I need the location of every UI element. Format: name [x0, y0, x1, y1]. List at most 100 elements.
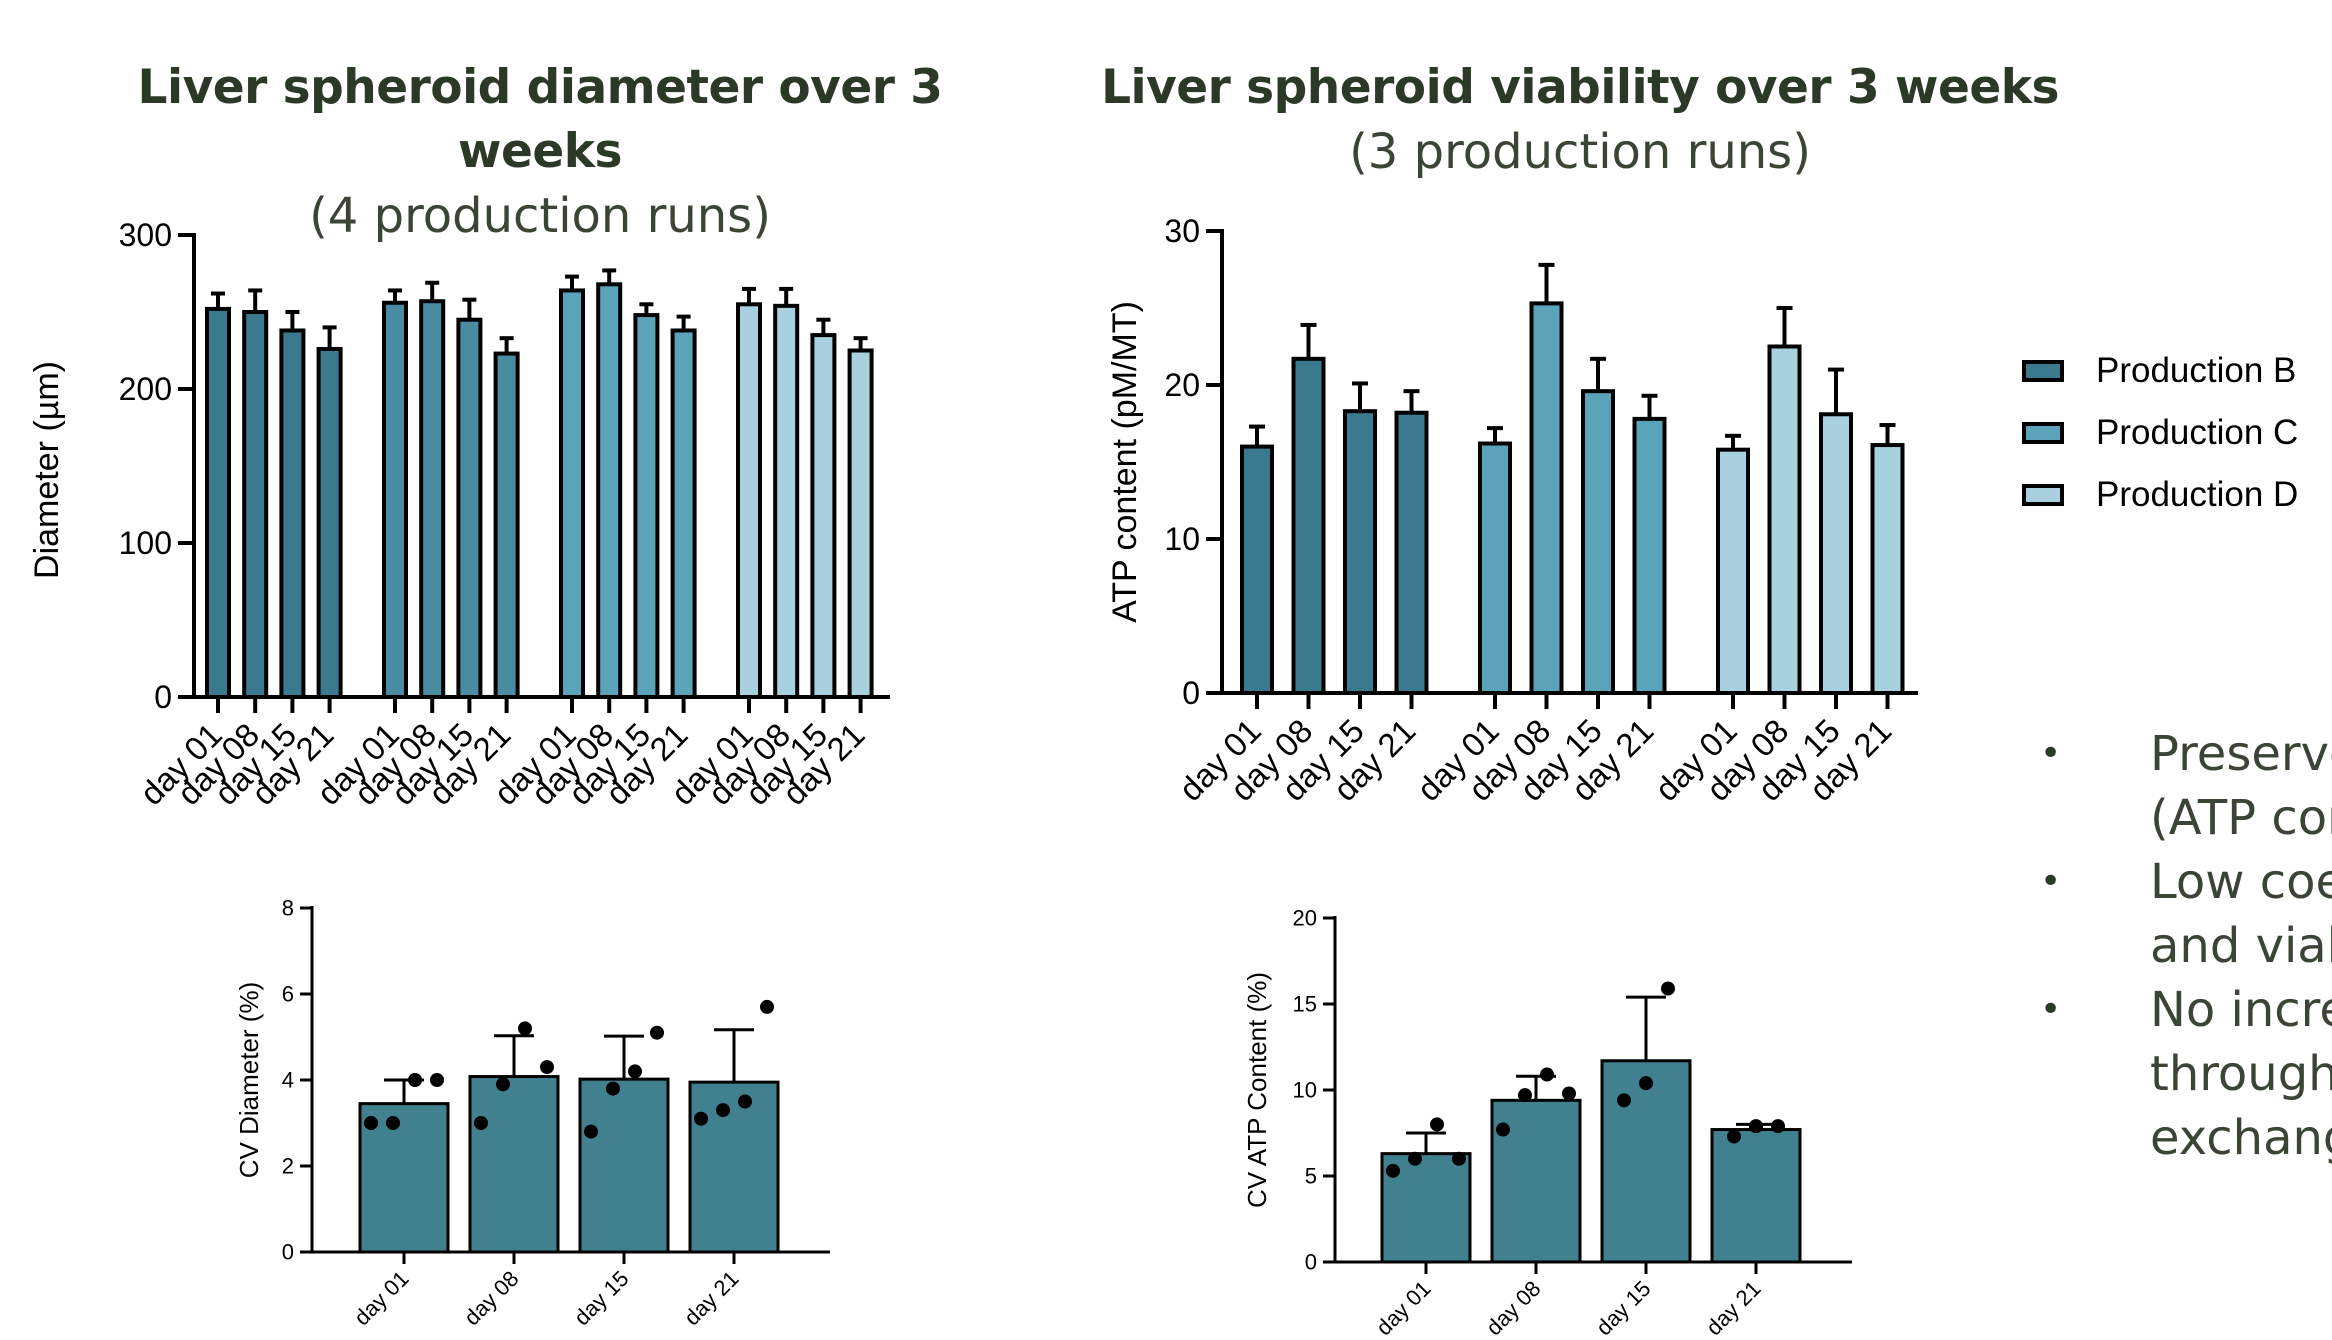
bar	[773, 303, 800, 699]
data-point	[1386, 1163, 1400, 1178]
data-point	[1727, 1129, 1741, 1144]
data-point	[474, 1116, 488, 1130]
legend-item-production-c: Production C	[2022, 402, 2298, 464]
bar	[1478, 441, 1512, 695]
bar	[1710, 1128, 1802, 1264]
bullet-line: No increa	[2150, 982, 2332, 1038]
data-point	[1562, 1086, 1576, 1101]
bar	[736, 302, 762, 699]
data-point	[1540, 1067, 1554, 1082]
bullet-line: exchange	[2150, 1110, 2332, 1166]
bar	[1343, 409, 1377, 695]
y-tick-label: 4	[282, 1068, 294, 1093]
x-tick-label: day 01	[1371, 1276, 1435, 1340]
data-point	[540, 1060, 554, 1075]
bar	[1600, 1059, 1692, 1264]
data-point	[408, 1073, 422, 1087]
data-point	[1749, 1119, 1763, 1134]
diameter-ylabel: Diameter (µm)	[28, 361, 66, 579]
y-tick-label: 100	[119, 525, 172, 561]
data-point	[584, 1124, 598, 1139]
data-point	[1639, 1076, 1653, 1091]
legend-swatch-production-c	[2022, 422, 2064, 444]
bar	[493, 351, 520, 699]
data-point	[606, 1081, 620, 1096]
viability-title-sub: (3 production runs)	[1349, 124, 1811, 180]
bar	[670, 328, 697, 699]
legend: Production B Production C Production D	[2022, 340, 2298, 526]
bar	[688, 1080, 780, 1254]
bar	[242, 310, 269, 699]
data-point	[650, 1025, 664, 1040]
x-tick-label: day 21	[679, 1266, 743, 1330]
data-point	[518, 1021, 532, 1036]
bullet-dot: •	[2040, 861, 2062, 902]
x-tick-label: day 15	[569, 1266, 633, 1330]
y-tick-label: 0	[154, 679, 172, 715]
bar	[468, 1075, 560, 1254]
viability-chart-title: Liver spheroid viability over 3 weeks (3…	[1100, 56, 2060, 184]
y-tick-label: 300	[119, 217, 172, 253]
legend-item-production-d: Production D	[2022, 464, 2298, 526]
bar	[1819, 412, 1853, 695]
bar	[810, 333, 837, 699]
y-tick-label: 10	[1164, 521, 1200, 557]
bullet-item: • Low coef and viabi	[2030, 850, 2332, 978]
data-point	[1771, 1119, 1785, 1134]
data-point	[716, 1103, 730, 1118]
bar	[559, 288, 585, 699]
y-tick-label: 8	[282, 896, 294, 921]
data-point	[1617, 1093, 1631, 1108]
data-point	[1408, 1151, 1422, 1166]
data-point	[386, 1116, 400, 1130]
data-point	[364, 1116, 378, 1130]
y-tick-label: 10	[1293, 1078, 1317, 1103]
bar	[1394, 410, 1429, 695]
viability-title-main: Liver spheroid viability over 3 weeks	[1101, 60, 2059, 115]
bullet-item: • Preserve (ATP con	[2030, 722, 2332, 850]
data-point	[694, 1111, 708, 1126]
data-point	[496, 1077, 510, 1092]
x-tick-label: day 21	[1701, 1276, 1765, 1340]
data-point	[430, 1073, 444, 1087]
bar	[419, 299, 446, 699]
legend-label: Production C	[2096, 413, 2299, 452]
bar	[1716, 447, 1750, 695]
bar	[596, 282, 623, 699]
bar	[316, 346, 343, 699]
bullet-line: and viabi	[2150, 918, 2332, 974]
bar	[1767, 344, 1802, 695]
diameter-title-sub: (4 production runs)	[309, 188, 771, 244]
bullet-line: Preserve	[2150, 726, 2332, 782]
x-tick-label: day 15	[1591, 1276, 1655, 1340]
data-point	[628, 1064, 642, 1079]
y-tick-label: 30	[1164, 213, 1200, 249]
bullet-line: Low coef	[2150, 854, 2332, 910]
bar	[847, 348, 874, 699]
x-tick-label: day 08	[1481, 1276, 1545, 1340]
legend-item-production-b: Production B	[2022, 340, 2298, 402]
bar	[456, 317, 483, 699]
legend-label: Production D	[2096, 475, 2299, 514]
bar	[205, 306, 231, 699]
y-tick-label: 20	[1293, 906, 1317, 931]
cv_diameter-ylabel: CV Diameter (%)	[234, 982, 264, 1178]
data-point	[1661, 981, 1675, 996]
bar	[1291, 356, 1326, 695]
data-point	[1518, 1088, 1532, 1103]
bullet-line: (ATP con	[2150, 790, 2332, 846]
y-tick-label: 2	[282, 1154, 294, 1179]
y-tick-label: 0	[1182, 675, 1200, 711]
bullet-line: through p	[2150, 1046, 2332, 1102]
legend-swatch-production-d	[2022, 484, 2064, 506]
bar	[1581, 389, 1615, 695]
bar	[279, 328, 306, 699]
bar	[382, 300, 408, 699]
y-tick-label: 200	[119, 371, 172, 407]
y-tick-label: 20	[1164, 367, 1200, 403]
data-point	[1452, 1151, 1466, 1166]
bullet-list: • Preserve (ATP con • Low coef and viabi…	[2030, 722, 2332, 1170]
bullet-dot: •	[2040, 989, 2062, 1030]
y-tick-label: 6	[282, 982, 294, 1007]
